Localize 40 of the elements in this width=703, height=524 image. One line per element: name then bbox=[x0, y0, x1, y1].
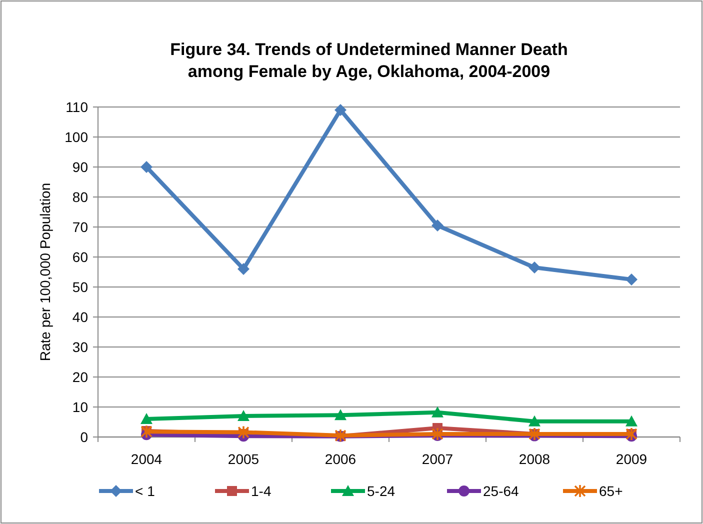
point bbox=[140, 161, 152, 173]
legend-label: 65+ bbox=[599, 482, 623, 499]
point bbox=[238, 410, 250, 421]
y-tick-label: 20 bbox=[72, 368, 88, 385]
point bbox=[528, 262, 540, 274]
y-tick-label: 100 bbox=[64, 128, 88, 145]
y-tick-label: 70 bbox=[72, 218, 88, 235]
point bbox=[334, 104, 346, 116]
x-tick-label: 2004 bbox=[130, 451, 162, 467]
x-tick-label: 2007 bbox=[422, 451, 454, 467]
point bbox=[432, 406, 444, 418]
point bbox=[140, 413, 152, 424]
y-tick-label: 50 bbox=[72, 278, 88, 295]
point bbox=[432, 427, 444, 441]
point bbox=[238, 263, 250, 275]
legend-label: 1-4 bbox=[251, 482, 272, 499]
y-tick-label: 0 bbox=[80, 428, 88, 445]
legend-label: 25-64 bbox=[483, 482, 520, 499]
point bbox=[140, 424, 152, 438]
x-tick-label: 2008 bbox=[518, 451, 550, 467]
y-tick-label: 30 bbox=[72, 338, 88, 355]
point bbox=[528, 415, 540, 426]
point bbox=[432, 220, 444, 232]
y-tick-label: 90 bbox=[72, 158, 88, 175]
x-tick-label: 2005 bbox=[228, 451, 260, 467]
legend-label: < 1 bbox=[135, 482, 156, 499]
point bbox=[334, 409, 346, 420]
point bbox=[238, 425, 250, 440]
point bbox=[626, 415, 638, 426]
y-tick-label: 40 bbox=[72, 308, 88, 325]
y-tick-label: 10 bbox=[72, 398, 88, 415]
y-axis-title: Rate per 100,000 Population bbox=[37, 182, 53, 362]
y-tick-label: 60 bbox=[72, 248, 88, 265]
legend-label: 5-24 bbox=[367, 482, 396, 499]
y-tick-label: 110 bbox=[66, 98, 88, 115]
x-tick-label: 2006 bbox=[324, 451, 356, 467]
x-tick-label: 2009 bbox=[616, 451, 648, 467]
y-tick-label: 80 bbox=[72, 188, 88, 205]
point bbox=[626, 274, 638, 286]
chart-title: Figure 34. Trends of Undetermined Manner Death among Female by Age, Oklahoma, 2004-2009 bbox=[170, 40, 568, 81]
